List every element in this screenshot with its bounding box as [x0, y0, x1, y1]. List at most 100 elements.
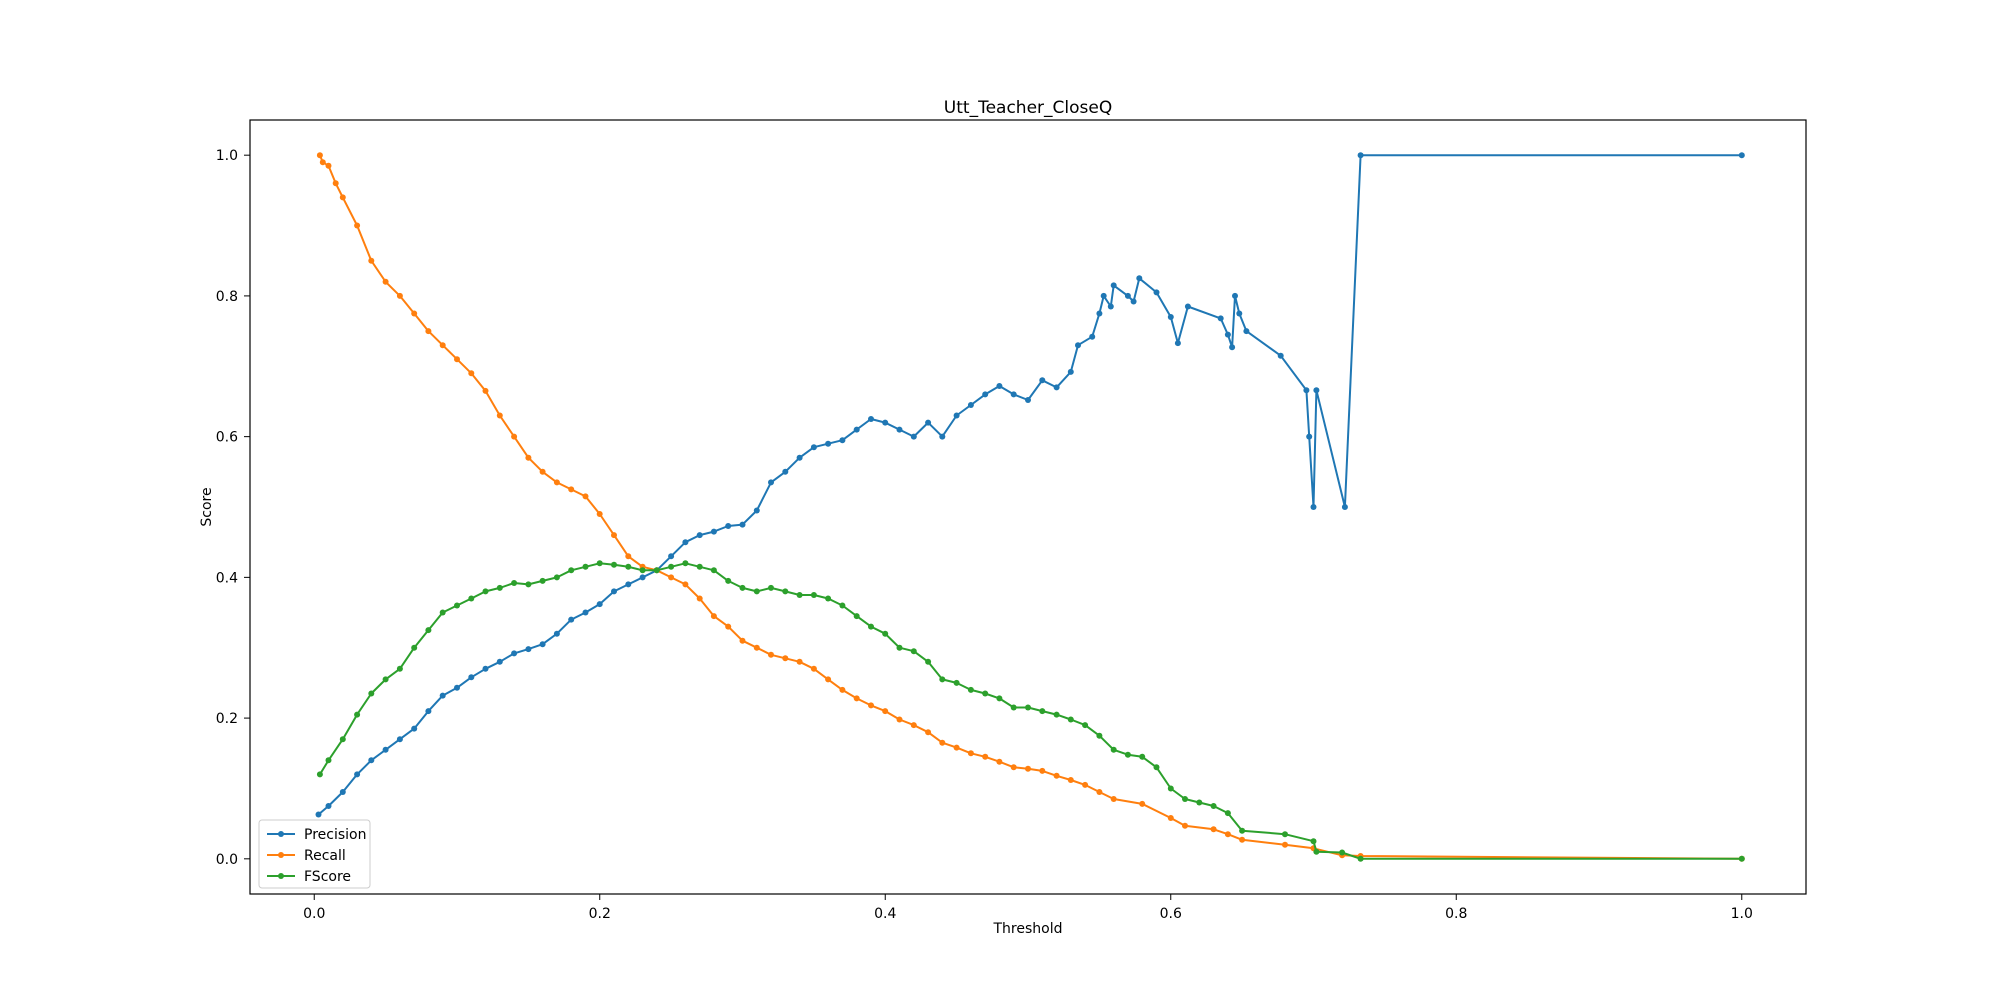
data-point-fscore [739, 584, 746, 591]
data-point-recall [825, 676, 832, 683]
data-point-recall [682, 581, 689, 588]
data-point-fscore [1738, 855, 1745, 862]
data-point-recall [839, 686, 846, 693]
y-tick-label: 0.8 [216, 289, 238, 305]
data-point-recall [496, 412, 503, 419]
data-point-precision [796, 454, 803, 461]
data-point-precision [982, 391, 989, 398]
data-point-fscore [1025, 704, 1031, 711]
data-point-fscore [454, 602, 460, 609]
data-point-fscore [882, 630, 889, 637]
x-tick-label: 0.6 [1160, 906, 1182, 922]
data-point-precision [325, 803, 332, 809]
data-point-precision [910, 433, 917, 440]
data-point-fscore [810, 592, 817, 598]
data-point-fscore [1067, 716, 1074, 723]
data-point-fscore [996, 695, 1003, 702]
data-point-precision [696, 532, 703, 539]
data-point-fscore [953, 679, 960, 686]
data-point-precision [939, 433, 946, 440]
legend-label-recall: Recall [304, 848, 346, 864]
data-point-precision [1136, 275, 1143, 282]
data-point-fscore [1010, 704, 1017, 711]
data-point-precision [368, 757, 375, 764]
data-point-precision [725, 523, 732, 529]
data-point-recall [596, 511, 603, 517]
data-point-recall [539, 468, 546, 475]
data-point-precision [825, 440, 832, 447]
data-point-recall [611, 532, 617, 539]
data-point-fscore [967, 686, 974, 693]
legend-marker-fscore [278, 873, 284, 879]
data-point-fscore [525, 581, 532, 588]
y-tick-label: 0.0 [216, 852, 238, 868]
data-point-recall [1239, 836, 1246, 843]
data-point-recall [910, 722, 917, 729]
data-point-fscore [1053, 711, 1060, 718]
data-point-precision [582, 609, 589, 616]
legend-item-precision: Precision [267, 827, 366, 843]
data-point-precision [1236, 310, 1243, 317]
data-point-recall [511, 433, 518, 440]
y-tick-label: 0.4 [216, 570, 238, 586]
data-point-fscore [1124, 751, 1131, 758]
data-point-recall [1010, 764, 1017, 771]
data-point-fscore [354, 711, 361, 718]
data-point-precision [1089, 333, 1096, 340]
data-point-recall [925, 729, 932, 736]
data-point-fscore [1310, 838, 1317, 845]
data-point-recall [439, 342, 446, 349]
x-tick-label: 0.8 [1445, 906, 1467, 922]
data-point-precision [439, 692, 446, 699]
data-point-recall [425, 328, 432, 335]
data-point-recall [1025, 765, 1031, 772]
series-recall [316, 152, 1745, 862]
data-point-fscore [1224, 810, 1231, 817]
data-point-fscore [1039, 708, 1046, 715]
data-point-recall [339, 194, 346, 201]
data-point-fscore [425, 627, 432, 634]
data-point-precision [454, 684, 460, 691]
x-tick-label: 1.0 [1731, 906, 1753, 922]
data-point-fscore [1313, 848, 1320, 855]
plot-frame [249, 119, 1807, 895]
data-point-precision [511, 650, 518, 657]
data-point-recall [1282, 841, 1288, 848]
data-point-recall [1167, 815, 1174, 821]
data-point-precision [525, 646, 532, 653]
data-point-precision [1217, 315, 1224, 322]
data-point-recall [1139, 800, 1146, 807]
data-point-precision [953, 412, 960, 419]
data-point-recall [332, 180, 339, 187]
data-point-fscore [1239, 827, 1246, 834]
data-point-fscore [368, 690, 375, 697]
data-point-recall [454, 356, 460, 363]
data-point-recall [382, 278, 389, 285]
series-fscore [316, 560, 1745, 862]
x-tick-label: 0.0 [303, 906, 325, 922]
data-point-fscore [582, 563, 589, 570]
data-point-precision [1303, 387, 1310, 394]
data-point-recall [1182, 822, 1188, 829]
y-axis: 0.0 0.2 0.4 0.6 0.8 1.0 [216, 148, 250, 868]
data-point-recall [568, 486, 575, 493]
data-point-recall [982, 753, 989, 760]
data-point-recall [482, 387, 489, 394]
data-point-fscore [725, 577, 732, 584]
data-point-fscore [839, 602, 846, 609]
data-point-recall [625, 553, 632, 560]
data-point-fscore [511, 580, 518, 586]
data-point-precision [1107, 303, 1114, 310]
data-point-fscore [396, 665, 403, 672]
data-point-fscore [325, 757, 332, 764]
legend: Precision Recall FScore [258, 819, 371, 889]
data-point-recall [710, 613, 717, 620]
data-point-fscore [482, 588, 489, 595]
data-point-fscore [1182, 796, 1188, 802]
data-point-recall [1067, 777, 1074, 783]
data-point-precision [1025, 397, 1031, 403]
series-precision [315, 152, 1745, 818]
data-point-fscore [1082, 722, 1089, 729]
data-point-precision [853, 426, 860, 433]
data-point-precision [868, 416, 874, 422]
